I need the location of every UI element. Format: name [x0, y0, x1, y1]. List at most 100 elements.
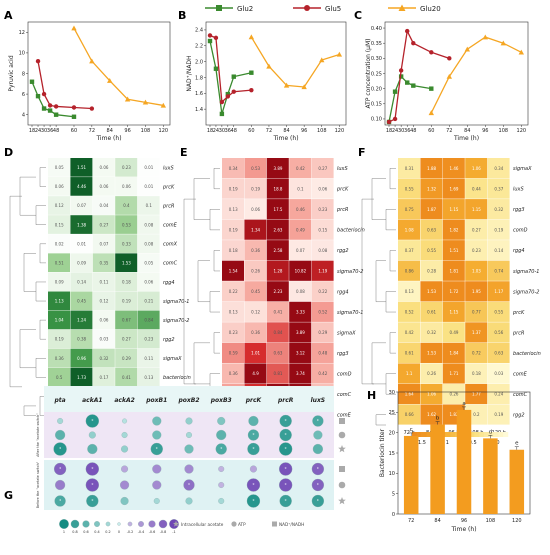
cell-value: 0.56: [494, 330, 503, 335]
y-tick-label: 1.4: [195, 107, 203, 113]
color-scale-step: [450, 432, 456, 437]
y-tick-label: 0.30: [371, 56, 382, 62]
heatmap-cell: [420, 363, 443, 384]
bubble: [311, 462, 324, 476]
dendrogram-branch: [389, 250, 396, 272]
dendrogram-branch: [23, 405, 36, 416]
point-Glu5: [386, 119, 392, 125]
cell-value: 0.31: [405, 166, 414, 171]
heatmap-cell: [398, 363, 420, 384]
heatmap-cell: [442, 383, 465, 405]
x-tick-label: 72: [266, 128, 272, 134]
dendrogram-branch: [389, 332, 396, 354]
heatmap-cell: [487, 342, 510, 363]
row-label: bacteriocin: [337, 228, 365, 234]
y-tick-label: 0.20: [371, 86, 382, 92]
cell-value: 3.12: [296, 351, 305, 356]
heatmap-cell: [442, 260, 465, 281]
color-scale-step: [493, 432, 499, 437]
cell-value: 0.19: [229, 227, 238, 232]
heatmap-cell: [311, 301, 334, 322]
cell-value: 0.13: [229, 310, 238, 315]
series-line-Glu2: [31, 81, 75, 118]
heatmap-cell: [222, 260, 244, 281]
heatmap-cell: [289, 281, 312, 302]
heatmap-cell: [48, 310, 70, 330]
heatmap-cell: [289, 240, 312, 261]
heatmap-cell: [115, 253, 138, 273]
point-Glu20: [336, 51, 343, 57]
cell-value: 1.82: [450, 412, 459, 417]
panel-letter-B: B: [178, 9, 186, 22]
cell-value: 0.32: [494, 207, 503, 212]
point-Glu2: [41, 106, 47, 111]
y-tick-label: 4: [22, 113, 25, 119]
cell-value: 0.35: [100, 260, 109, 265]
cell-value: 1.37: [472, 330, 481, 335]
bubble: [312, 415, 324, 427]
bubble: [313, 430, 323, 440]
cell-value: 0.96: [77, 356, 86, 361]
y-tick-label: 30: [389, 390, 395, 396]
cell-value: 1.01: [251, 351, 260, 356]
heatmap-cell: [420, 199, 443, 220]
point-Glu2: [405, 80, 410, 85]
row-label: rgg4: [513, 248, 525, 254]
point-Glu5: [71, 105, 77, 110]
x-tick-label: 48: [231, 128, 237, 134]
row-label: sigma70-2: [513, 289, 539, 295]
point-Glu5: [213, 35, 219, 41]
scale-label: 0.2: [105, 530, 110, 534]
cell-value: 2.63: [274, 227, 283, 232]
point-Glu2: [398, 74, 404, 79]
heatmap-cell: [244, 178, 267, 199]
row-label: comC: [337, 392, 352, 398]
point-Glu2: [29, 79, 35, 84]
heatmap-cell: [92, 272, 115, 292]
dendrogram-branch: [23, 253, 36, 292]
cell-value: 1.08: [405, 227, 414, 232]
significance-star: *: [59, 467, 61, 472]
cell-value: 0.49: [296, 227, 305, 232]
cell-value: 0.2: [473, 412, 480, 417]
point-Glu5: [225, 94, 231, 99]
bubble: [184, 464, 194, 474]
cell-value: 0.61: [405, 351, 414, 356]
y-axis-label: Bacteriocin titer: [379, 428, 386, 477]
bubble: [152, 430, 162, 440]
cell-value: 0.14: [77, 279, 86, 284]
y-tick-label: 20: [389, 430, 395, 436]
heatmap-cell: [398, 404, 420, 425]
color-scale-step: [426, 432, 432, 437]
significance-letter: a: [462, 401, 465, 407]
cell-value: 0.13: [229, 207, 238, 212]
cell-value: 1.03: [472, 268, 481, 273]
heatmap-cell: [420, 281, 443, 302]
heatmap-cell: [420, 178, 443, 199]
heatmap-cell: [115, 158, 138, 177]
bubble: [247, 442, 260, 456]
header-band: [44, 386, 334, 412]
row-label: prcR: [512, 330, 524, 336]
cell-value: 0.41: [122, 375, 131, 380]
heatmap-cell: [137, 310, 160, 330]
bar: [509, 449, 525, 514]
scale-label: -0.8: [160, 530, 167, 534]
point-Glu2: [249, 70, 254, 75]
x-tick-label: 48: [53, 128, 59, 134]
cell-value: 0.36: [251, 330, 260, 335]
cell-value: 0.13: [405, 289, 414, 294]
x-tick-label: 108: [486, 518, 496, 524]
cell-value: 0.22: [318, 289, 327, 294]
point-Glu2: [429, 86, 434, 91]
significance-star: *: [285, 447, 287, 452]
row-circle-icon: [338, 481, 346, 489]
cell-value: 0.37: [405, 248, 414, 253]
point-Glu20: [89, 58, 95, 64]
row-square-icon: [339, 418, 345, 424]
x-tick-label: 72: [89, 128, 95, 134]
heatmap-cell: [92, 310, 115, 330]
point-Glu20: [446, 73, 452, 79]
cell-value: 0.38: [77, 337, 86, 342]
